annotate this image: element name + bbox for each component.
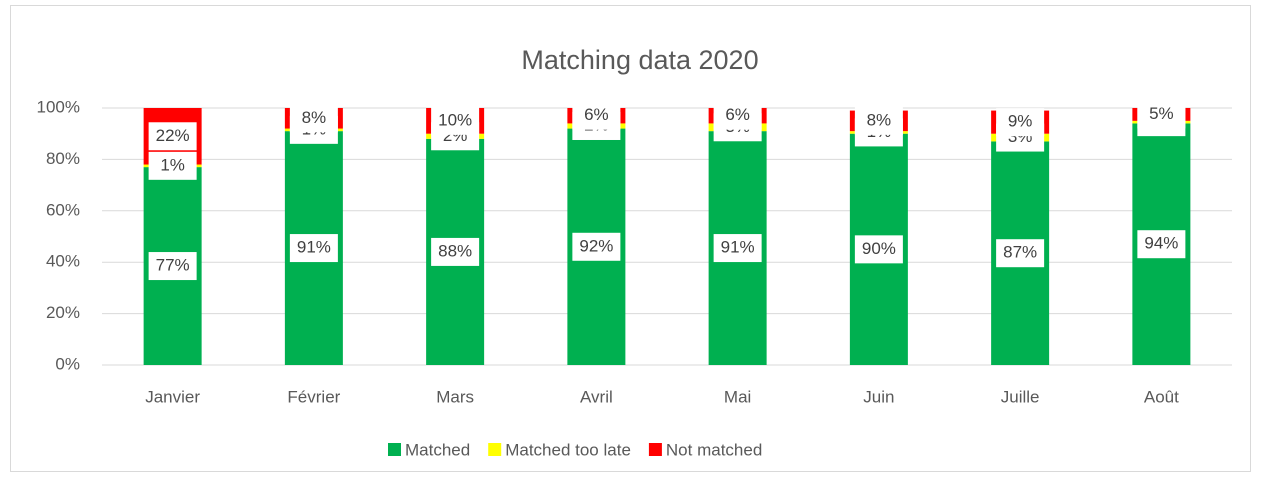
y-tick-label: 20% <box>46 303 80 322</box>
value-label: 91% <box>721 238 755 257</box>
value-label: 88% <box>438 241 472 260</box>
label-box <box>431 106 480 135</box>
x-tick-label: Mai <box>724 387 751 406</box>
label-box <box>1137 230 1186 259</box>
x-tick-label: Février <box>287 387 340 406</box>
label-box <box>996 108 1045 137</box>
legend-swatch <box>488 443 502 456</box>
value-label: 8% <box>302 108 327 127</box>
label-box <box>572 101 621 130</box>
label-box <box>996 239 1045 268</box>
legend-swatch <box>388 443 401 456</box>
label-box <box>148 151 197 180</box>
label-box <box>854 106 903 135</box>
y-tick-label: 40% <box>46 252 80 271</box>
label-box <box>289 234 338 263</box>
label-box <box>713 234 762 263</box>
y-tick-label: 60% <box>46 200 80 219</box>
value-label: 22% <box>156 126 190 145</box>
label-box <box>289 104 338 133</box>
value-label: 5% <box>1149 104 1174 123</box>
value-label: 6% <box>725 105 750 124</box>
value-label: 90% <box>862 239 896 258</box>
value-label: 77% <box>156 256 190 275</box>
value-label: 92% <box>579 236 613 255</box>
x-tick-label: Janvier <box>145 387 200 406</box>
y-tick-label: 100% <box>37 97 80 116</box>
legend-label: Matched <box>405 440 470 459</box>
y-tick-label: 80% <box>46 149 80 168</box>
label-box <box>148 122 197 151</box>
value-label: 87% <box>1003 243 1037 262</box>
x-tick-label: Juin <box>863 387 894 406</box>
value-label: 91% <box>297 238 331 257</box>
legend-swatch <box>648 443 662 456</box>
x-tick-label: Juille <box>1001 387 1040 406</box>
label-box <box>148 252 197 281</box>
value-label: 9% <box>1008 112 1033 131</box>
value-label: 1% <box>160 155 185 174</box>
label-box <box>431 237 480 266</box>
value-label: 10% <box>438 110 472 129</box>
label-box <box>854 235 903 264</box>
value-label: 94% <box>1144 234 1178 253</box>
chart-title: Matching data 2020 <box>521 45 758 75</box>
y-tick-label: 0% <box>55 354 80 373</box>
label-box <box>713 101 762 130</box>
x-tick-label: Août <box>1144 387 1179 406</box>
x-tick-label: Mars <box>436 387 474 406</box>
x-tick-label: Avril <box>580 387 613 406</box>
label-box <box>1137 100 1186 129</box>
value-label: 8% <box>867 110 892 129</box>
value-label: 6% <box>584 105 609 124</box>
legend-label: Not matched <box>666 440 762 459</box>
legend-label: Matched too late <box>505 440 631 459</box>
label-box <box>572 232 621 261</box>
